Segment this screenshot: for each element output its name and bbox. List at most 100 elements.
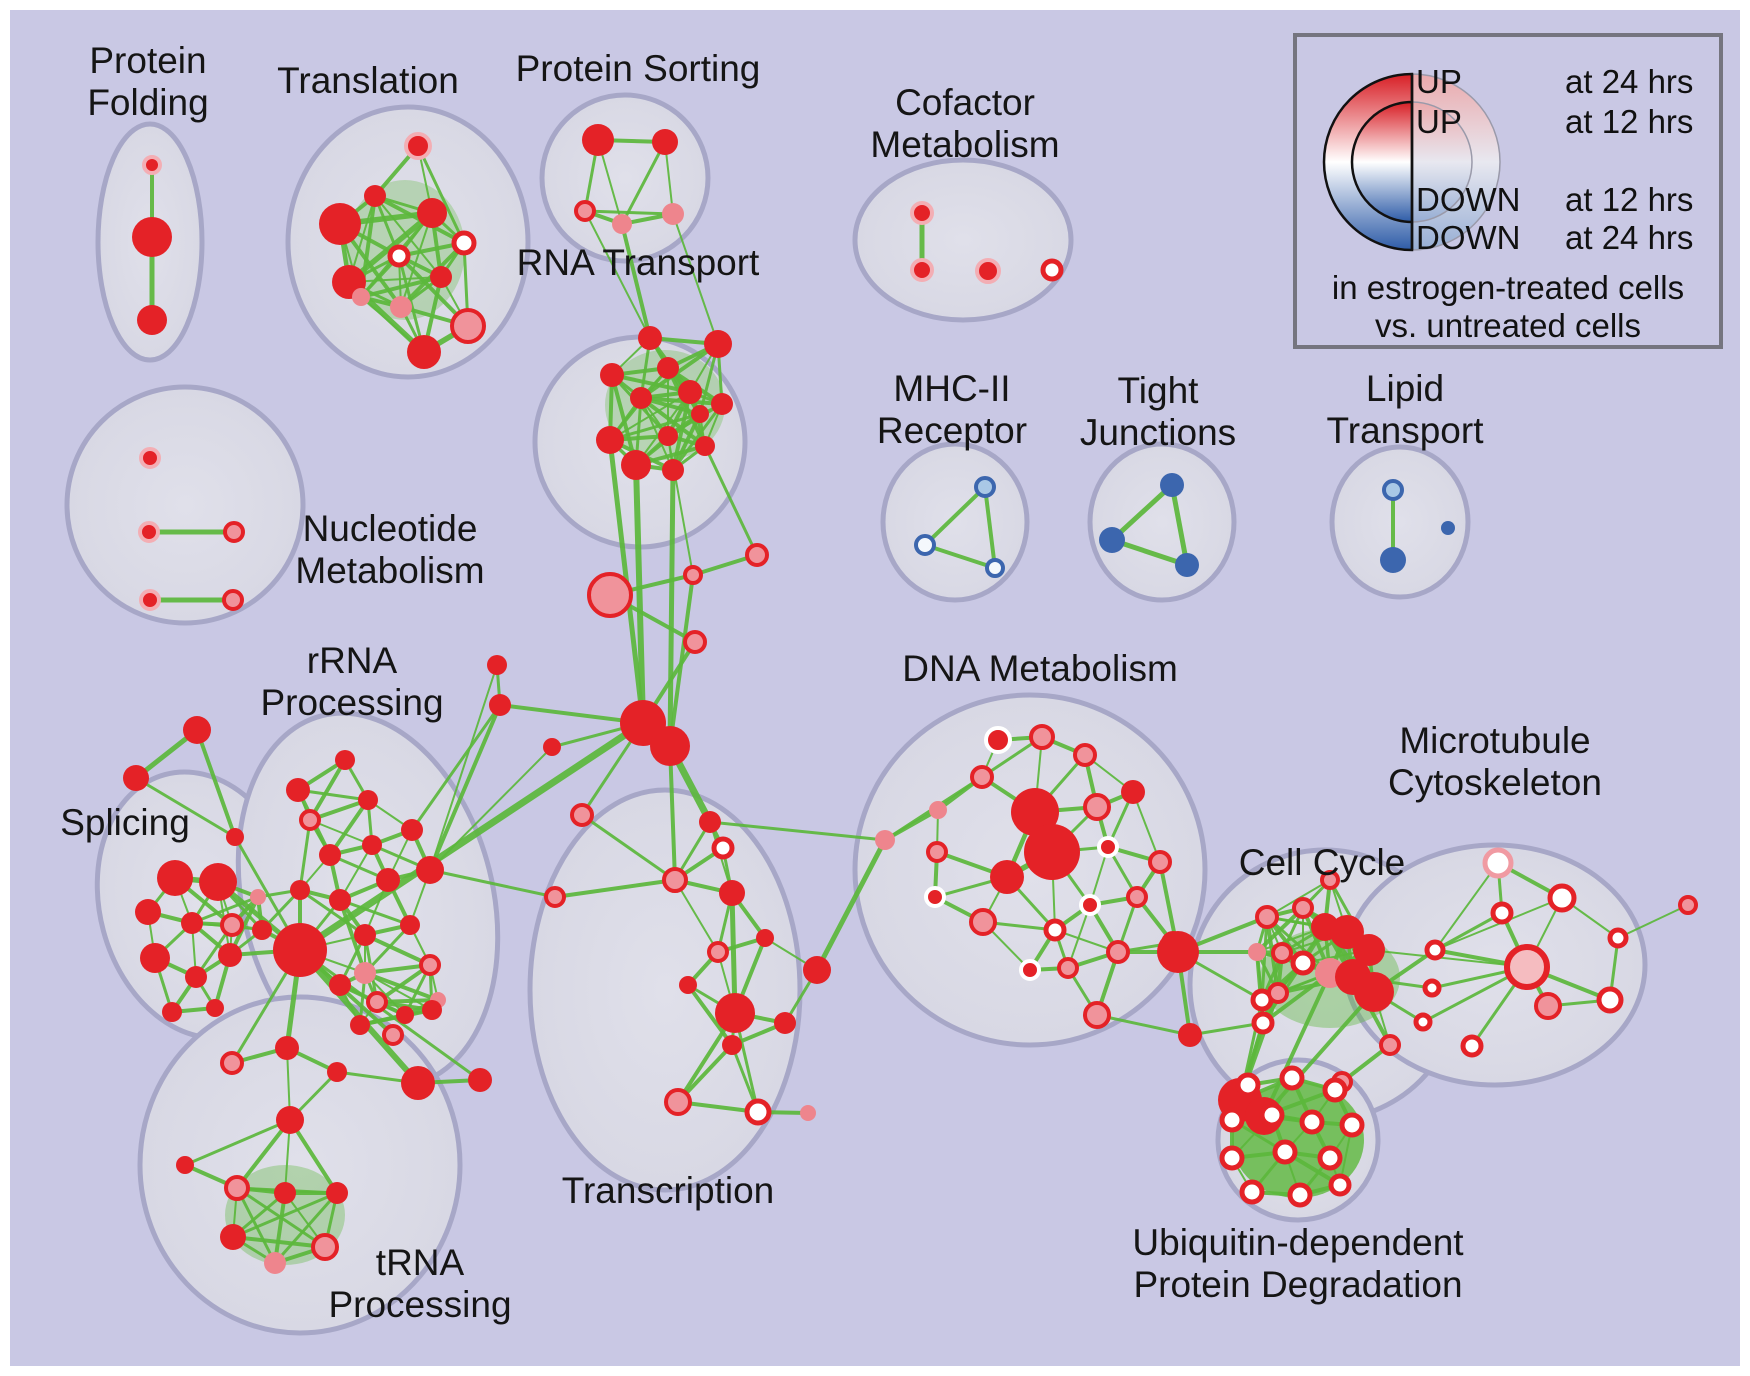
gene-node[interactable] [1040, 258, 1064, 282]
gene-node[interactable] [276, 1106, 304, 1134]
gene-node[interactable] [1607, 927, 1629, 949]
gene-node[interactable] [142, 155, 162, 175]
gene-node[interactable] [401, 819, 423, 841]
gene-node[interactable] [990, 860, 1024, 894]
gene-node[interactable] [662, 459, 684, 481]
gene-node[interactable] [574, 200, 596, 222]
gene-node[interactable] [220, 1224, 246, 1250]
gene-node[interactable] [1157, 931, 1199, 973]
gene-node[interactable] [664, 1088, 692, 1116]
gene-node[interactable] [707, 941, 729, 963]
gene-node[interactable] [1178, 1023, 1202, 1047]
gene-node[interactable] [1175, 553, 1199, 577]
gene-node[interactable] [404, 132, 432, 160]
gene-node[interactable] [206, 999, 224, 1017]
gene-node[interactable] [1259, 1102, 1285, 1128]
gene-node[interactable] [1024, 824, 1080, 880]
gene-node[interactable] [139, 589, 161, 611]
gene-node[interactable] [1043, 918, 1067, 942]
gene-node[interactable] [390, 296, 412, 318]
gene-node[interactable] [1382, 479, 1404, 501]
gene-node[interactable] [1504, 944, 1550, 990]
gene-node[interactable] [199, 863, 237, 901]
gene-node[interactable] [226, 828, 244, 846]
gene-node[interactable] [401, 1066, 435, 1100]
gene-node[interactable] [744, 1098, 772, 1126]
gene-node[interactable] [157, 860, 193, 896]
gene-node[interactable] [1248, 943, 1266, 961]
gene-node[interactable] [803, 956, 831, 984]
gene-node[interactable] [264, 1252, 286, 1274]
gene-node[interactable] [1460, 1034, 1484, 1058]
gene-node[interactable] [1255, 905, 1279, 929]
gene-node[interactable] [722, 1035, 742, 1055]
gene-node[interactable] [587, 572, 633, 618]
gene-node[interactable] [679, 976, 697, 994]
gene-node[interactable] [362, 835, 382, 855]
gene-node[interactable] [407, 335, 441, 369]
gene-node[interactable] [319, 844, 341, 866]
gene-node[interactable] [929, 801, 947, 819]
gene-node[interactable] [975, 258, 1001, 284]
gene-node[interactable] [1079, 894, 1101, 916]
gene-node[interactable] [354, 924, 376, 946]
gene-node[interactable] [1057, 957, 1079, 979]
gene-node[interactable] [139, 447, 161, 469]
gene-node[interactable] [658, 426, 678, 446]
gene-node[interactable] [137, 305, 167, 335]
gene-node[interactable] [612, 214, 632, 234]
gene-node[interactable] [326, 1182, 348, 1204]
gene-node[interactable] [1083, 793, 1111, 821]
gene-node[interactable] [1534, 992, 1562, 1020]
gene-node[interactable] [222, 589, 244, 611]
gene-node[interactable] [366, 991, 388, 1013]
gene-node[interactable] [984, 726, 1012, 754]
gene-node[interactable] [1328, 1173, 1352, 1197]
gene-node[interactable] [1073, 743, 1097, 767]
gene-node[interactable] [138, 521, 160, 543]
gene-node[interactable] [1596, 986, 1624, 1014]
gene-node[interactable] [1482, 847, 1514, 879]
gene-node[interactable] [1148, 850, 1172, 874]
gene-node[interactable] [1099, 527, 1125, 553]
gene-node[interactable] [487, 655, 507, 675]
gene-node[interactable] [185, 966, 207, 988]
gene-node[interactable] [699, 811, 721, 833]
gene-node[interactable] [468, 1068, 492, 1092]
gene-node[interactable] [582, 124, 614, 156]
gene-node[interactable] [1126, 886, 1148, 908]
gene-node[interactable] [1379, 1034, 1401, 1056]
gene-node[interactable] [1320, 870, 1340, 890]
gene-node[interactable] [1424, 939, 1446, 961]
gene-node[interactable] [657, 357, 679, 379]
gene-node[interactable] [422, 1000, 442, 1020]
gene-node[interactable] [387, 244, 411, 268]
gene-node[interactable] [364, 185, 386, 207]
gene-node[interactable] [630, 387, 652, 409]
gene-node[interactable] [695, 436, 715, 456]
gene-node[interactable] [652, 129, 678, 155]
gene-node[interactable] [135, 899, 161, 925]
gene-node[interactable] [683, 565, 703, 585]
gene-node[interactable] [678, 380, 702, 404]
gene-node[interactable] [417, 198, 447, 228]
gene-node[interactable] [350, 1015, 370, 1035]
gene-node[interactable] [416, 856, 444, 884]
gene-node[interactable] [319, 203, 361, 245]
gene-node[interactable] [1029, 724, 1055, 750]
gene-node[interactable] [1106, 940, 1130, 964]
gene-node[interactable] [600, 363, 624, 387]
gene-node[interactable] [223, 521, 245, 543]
gene-node[interactable] [1322, 1077, 1348, 1103]
gene-node[interactable] [570, 803, 594, 827]
gene-node[interactable] [985, 558, 1005, 578]
gene-node[interactable] [704, 330, 732, 358]
gene-node[interactable] [1239, 1179, 1265, 1205]
gene-node[interactable] [650, 726, 690, 766]
gene-node[interactable] [274, 1182, 296, 1204]
gene-node[interactable] [926, 841, 948, 863]
gene-node[interactable] [1251, 1011, 1275, 1035]
gene-node[interactable] [1354, 972, 1394, 1012]
gene-node[interactable] [969, 908, 997, 936]
gene-node[interactable] [662, 867, 688, 893]
